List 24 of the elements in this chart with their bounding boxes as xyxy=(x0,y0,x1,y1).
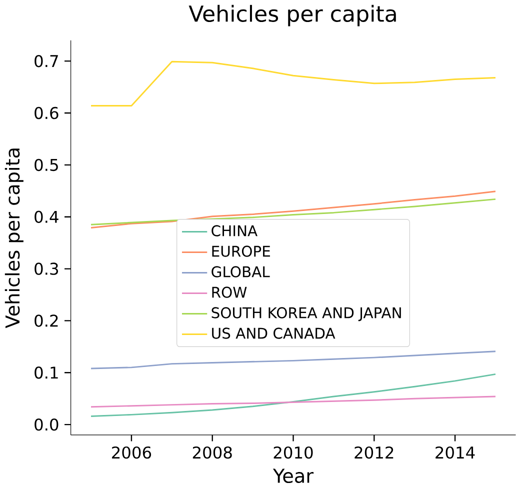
x-tick-label: 2012 xyxy=(354,446,394,459)
legend-label: CHINA xyxy=(212,225,258,236)
legend-label: GLOBAL xyxy=(212,266,270,278)
y-tick-label: 0.4 xyxy=(34,210,58,224)
chart-title: Vehicles per capita xyxy=(188,4,396,26)
x-tick-label: 2008 xyxy=(192,446,232,459)
y-axis-title: Vehicles per capita xyxy=(4,148,24,328)
legend-label: ROW xyxy=(212,286,247,298)
y-tick-label: 0.7 xyxy=(34,55,58,68)
y-tick-label: 0.3 xyxy=(34,262,58,275)
line-series xyxy=(90,60,496,107)
x-axis-title: Year xyxy=(272,468,314,484)
y-tick-label: 0.6 xyxy=(34,106,58,120)
y-tick-label: 0.1 xyxy=(34,366,58,379)
y-tick-label: 0.0 xyxy=(34,418,58,431)
x-tick-label: 2014 xyxy=(436,446,475,459)
x-tick-label: 2010 xyxy=(274,446,313,459)
line-series xyxy=(90,373,496,418)
legend-label: EUROPE xyxy=(212,246,270,257)
y-tick-label: 0.2 xyxy=(34,314,58,327)
x-tick-label: 2006 xyxy=(112,446,152,459)
legend-label: SOUTH KOREA AND JAPAN xyxy=(212,307,401,322)
y-tick-label: 0.5 xyxy=(34,158,58,172)
legend-label: US AND CANADA xyxy=(212,328,336,339)
